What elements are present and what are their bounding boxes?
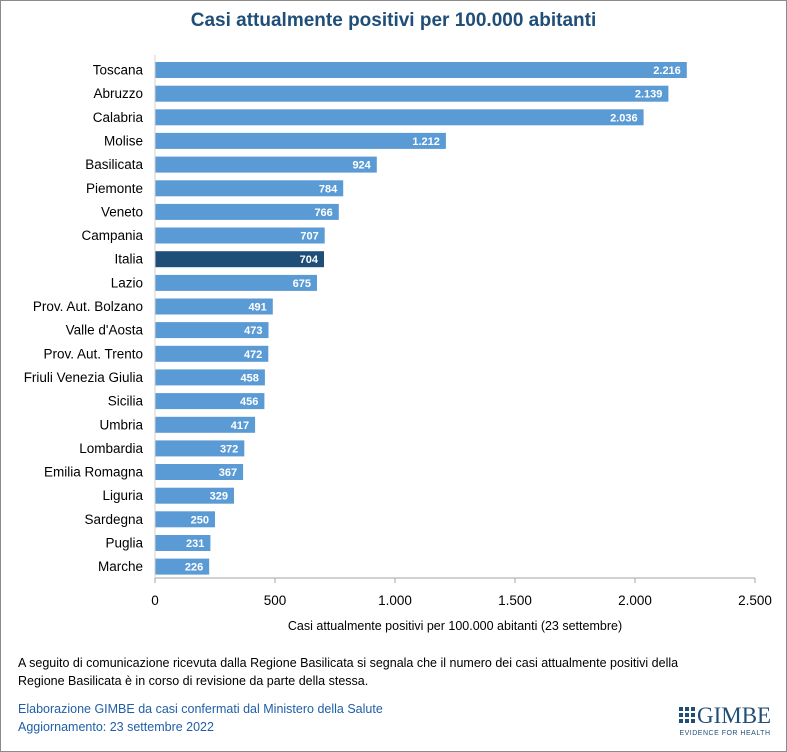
bar-value-label: 2.139: [635, 89, 663, 101]
category-label: Molise: [104, 133, 143, 148]
category-label: Calabria: [93, 110, 144, 125]
bar-umbria: [155, 416, 256, 433]
bar-italia: [155, 251, 324, 268]
category-label: Lazio: [111, 275, 143, 290]
gimbe-logo-tagline: EVIDENCE FOR HEALTH: [679, 730, 771, 737]
category-label: Emilia Romagna: [44, 465, 144, 480]
x-axis-title: Casi attualmente positivi per 100.000 ab…: [288, 619, 622, 633]
bar-value-label: 707: [300, 231, 318, 243]
bar-prov-aut-bolzano: [155, 298, 273, 315]
bar-value-label: 226: [185, 562, 203, 574]
bar-value-label: 472: [244, 349, 262, 361]
category-label: Veneto: [101, 204, 143, 219]
bar-abruzzo: [155, 85, 669, 102]
category-label: Umbria: [99, 417, 143, 432]
bar-value-label: 367: [219, 467, 237, 479]
bar-veneto: [155, 203, 339, 220]
bar-lazio: [155, 274, 317, 291]
chart-title: Casi attualmente positivi per 100.000 ab…: [190, 10, 597, 31]
gimbe-logo: GIMBE EVIDENCE FOR HEALTH: [679, 703, 772, 741]
category-label: Prov. Aut. Trento: [43, 346, 143, 361]
bar-value-label: 2.036: [610, 112, 638, 124]
revision-note-line-2: Regione Basilicata è in corso di revisio…: [18, 674, 369, 688]
bar-value-label: 491: [248, 302, 266, 314]
category-label: Friuli Venezia Giulia: [24, 370, 144, 385]
bar-liguria: [155, 487, 234, 504]
category-label: Abruzzo: [93, 86, 143, 101]
bar-value-label: 231: [186, 538, 204, 550]
bar-value-label: 372: [220, 443, 238, 455]
category-label: Liguria: [102, 488, 143, 503]
bar-value-label: 456: [240, 396, 258, 408]
x-tick-label: 0: [151, 593, 159, 608]
bar-sardegna: [155, 511, 215, 528]
revision-note: A seguito di comunicazione ricevuta dall…: [18, 654, 778, 690]
bar-lombardia: [155, 440, 245, 457]
bar-calabria: [155, 109, 644, 126]
bar-value-label: 417: [231, 420, 249, 432]
category-label: Sicilia: [108, 394, 144, 409]
x-tick-label: 1.000: [378, 593, 412, 608]
gimbe-logo-word: GIMBE: [697, 703, 772, 728]
x-tick-label: 1.500: [498, 593, 532, 608]
category-label: Valle d'Aosta: [66, 323, 144, 338]
category-label: Basilicata: [85, 157, 143, 172]
x-tick-label: 2.500: [738, 593, 772, 608]
bar-emilia-romagna: [155, 464, 244, 480]
bar-value-label: 704: [300, 254, 319, 266]
gimbe-logo-icon: [679, 707, 695, 723]
category-label: Marche: [98, 559, 143, 574]
bar-value-label: 766: [314, 207, 332, 219]
bar-puglia: [155, 535, 211, 551]
bar-valle-d-aosta: [155, 322, 269, 339]
bar-value-label: 458: [241, 372, 259, 384]
bar-value-label: 250: [191, 514, 209, 526]
bar-prov-aut-trento: [155, 345, 269, 362]
bar-value-label: 473: [244, 325, 262, 337]
category-label: Prov. Aut. Bolzano: [33, 299, 143, 314]
bar-molise: [155, 132, 446, 149]
bar-value-label: 924: [352, 160, 371, 172]
category-label: Campania: [81, 228, 143, 243]
bar-toscana: [155, 62, 687, 78]
bar-marche: [155, 558, 210, 575]
category-label: Sardegna: [84, 512, 143, 527]
bar-value-label: 1.212: [412, 136, 440, 148]
bar-value-label: 675: [293, 278, 311, 290]
x-tick-label: 500: [264, 593, 287, 608]
category-label: Puglia: [105, 536, 143, 551]
revision-note-line-1: A seguito di comunicazione ricevuta dall…: [18, 656, 679, 670]
source-credit: Elaborazione GIMBE da casi confermati da…: [18, 700, 383, 736]
bar-value-label: 784: [319, 183, 338, 195]
update-line: Aggiornamento: 23 settembre 2022: [18, 720, 214, 734]
bar-campania: [155, 227, 325, 244]
category-label: Piemonte: [86, 181, 143, 196]
bar-value-label: 329: [210, 491, 228, 503]
category-label: Toscana: [93, 63, 144, 78]
bar-piemonte: [155, 180, 344, 197]
bar-basilicata: [155, 156, 377, 173]
category-label: Italia: [114, 252, 143, 267]
bar-sicilia: [155, 393, 265, 410]
source-line: Elaborazione GIMBE da casi confermati da…: [18, 702, 383, 716]
category-label: Lombardia: [79, 441, 143, 456]
x-tick-label: 2.000: [618, 593, 652, 608]
bar-value-label: 2.216: [653, 65, 681, 77]
bar-chart: Toscana 2.216 Abruzzo 2.139 Calabria 2.036 Mol…: [24, 55, 772, 633]
bar-friuli-venezia-giulia: [155, 369, 265, 386]
